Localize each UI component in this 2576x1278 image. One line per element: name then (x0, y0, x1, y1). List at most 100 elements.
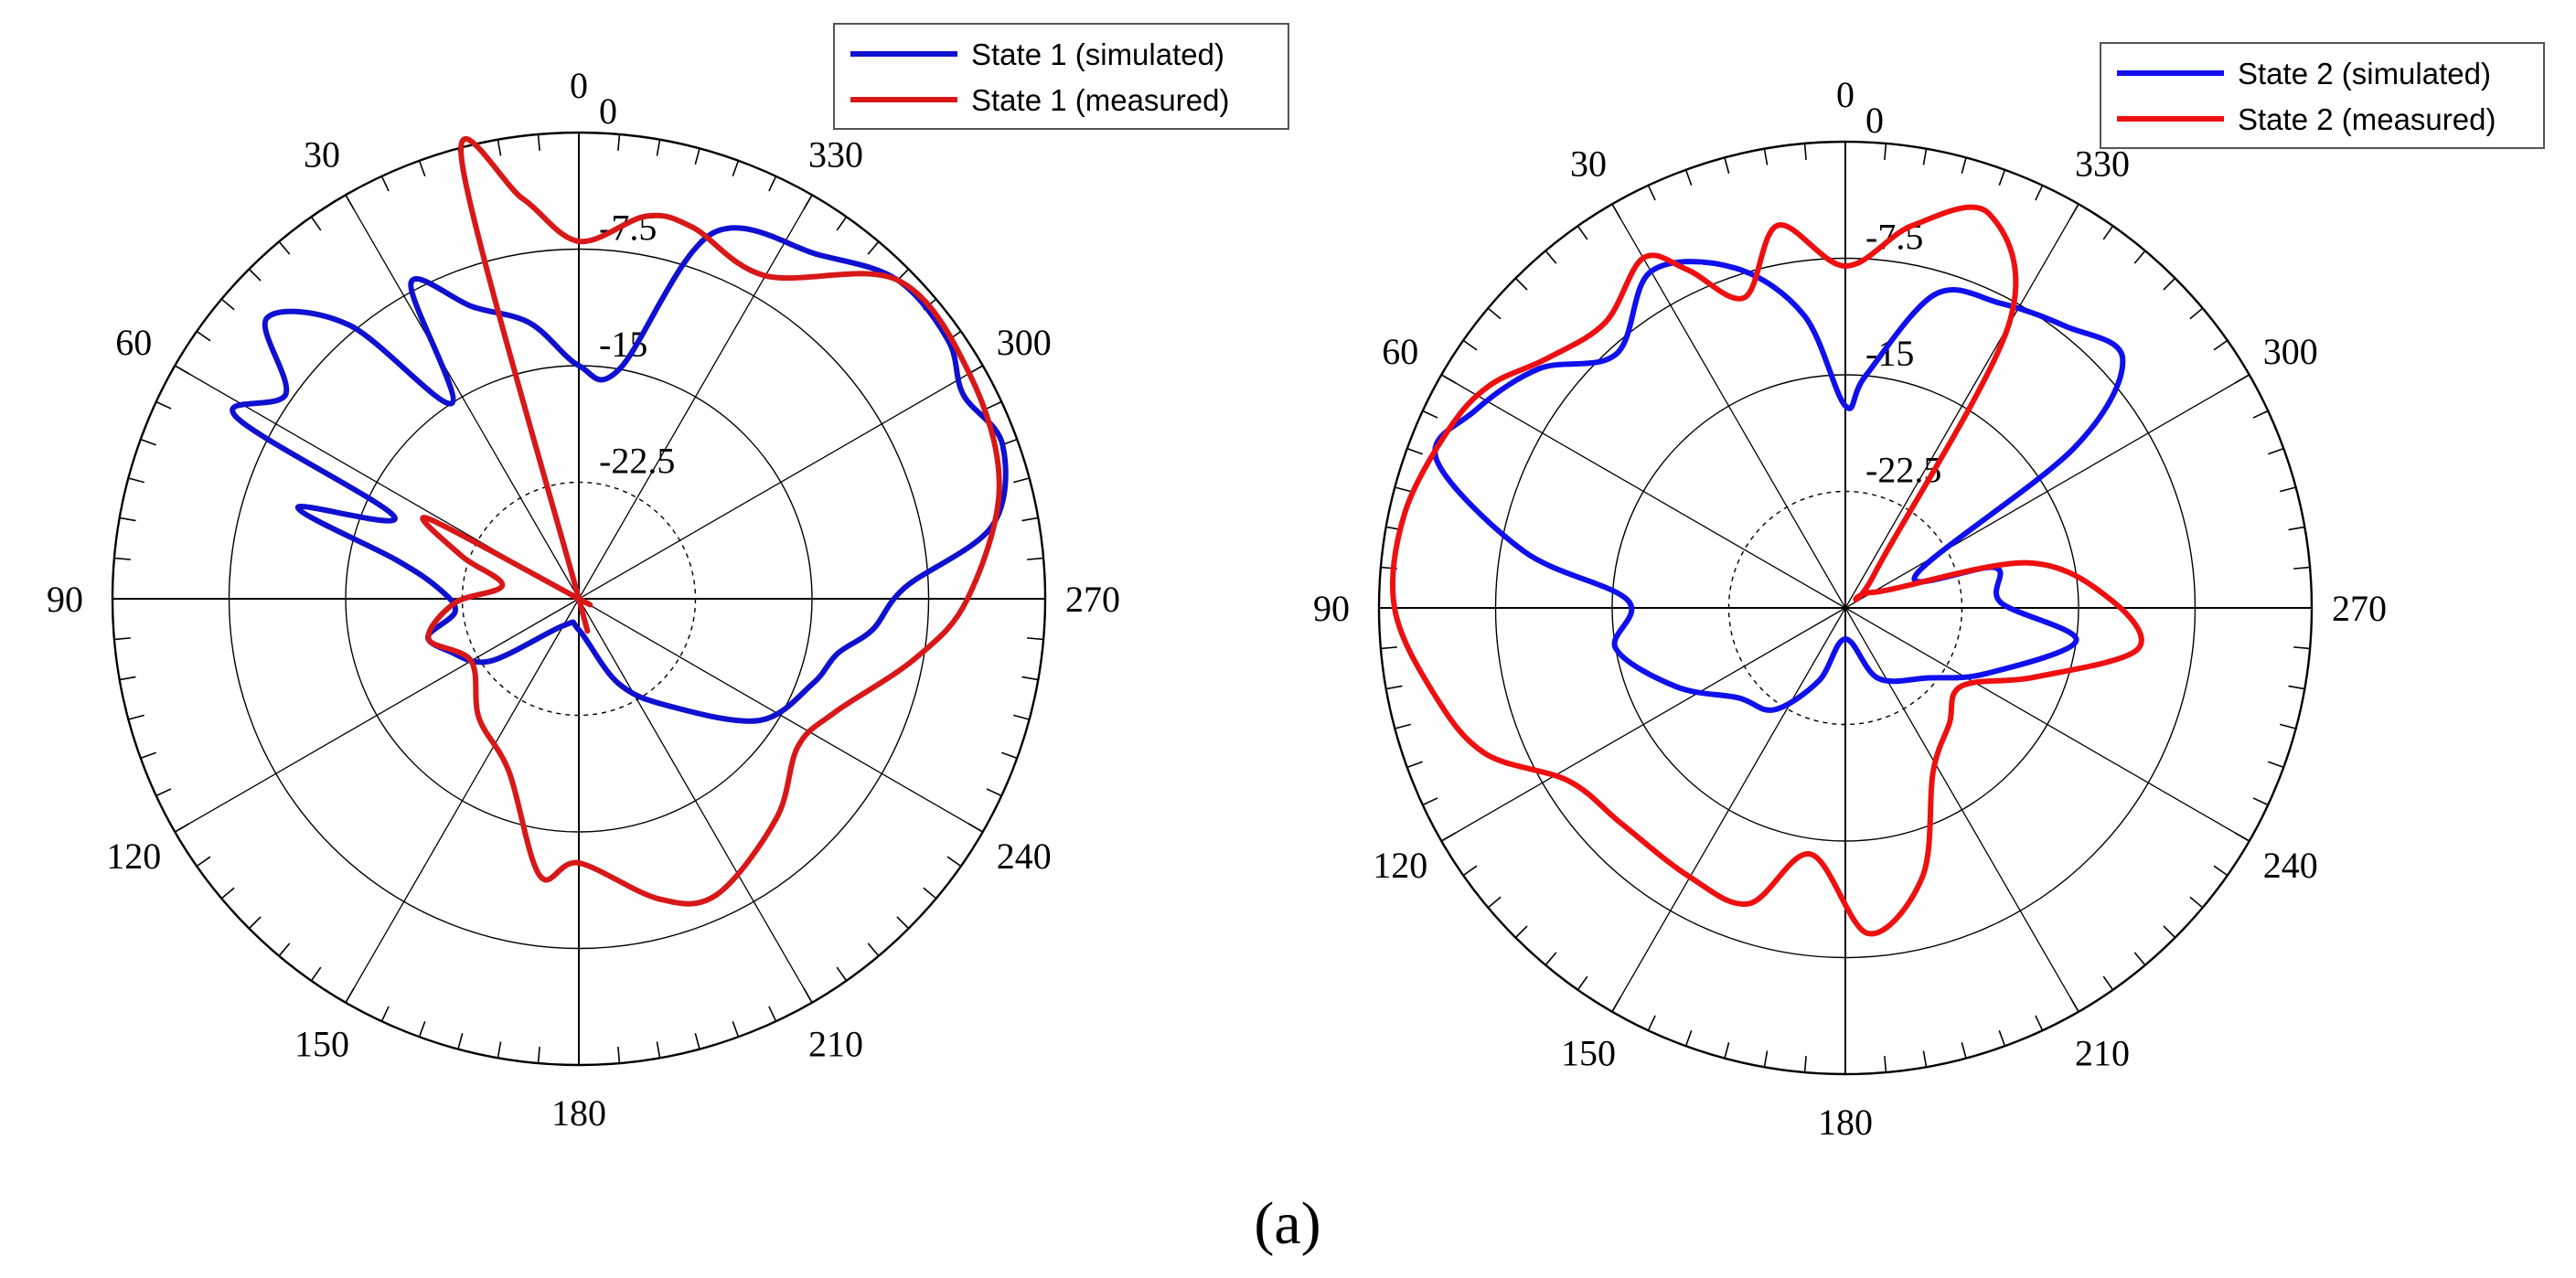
radial-label: -22.5 (599, 441, 675, 482)
angle-tick (497, 139, 502, 156)
angle-label: 150 (294, 1024, 349, 1065)
grid-spoke (578, 598, 983, 833)
angle-label: 240 (2263, 845, 2318, 886)
figure-caption: (a) (1254, 1190, 1320, 1257)
angle-tick (174, 823, 190, 833)
angle-tick (1577, 225, 1588, 240)
radial-label: -22.5 (1865, 450, 1941, 491)
angle-label: 330 (808, 133, 863, 175)
angle-tick (119, 676, 136, 681)
angle-label: 60 (115, 322, 152, 363)
angle-tick (1001, 751, 1018, 760)
angle-tick (248, 268, 262, 282)
angle-tick (2069, 203, 2079, 219)
grid-spoke (578, 598, 813, 1003)
angle-tick (155, 400, 172, 410)
angle-label: 240 (997, 836, 1052, 877)
angle-label: 300 (997, 322, 1052, 363)
angle-label: 120 (106, 836, 161, 877)
angle-tick (196, 856, 211, 868)
angle-tick (1684, 169, 1693, 186)
angle-tick (768, 1006, 777, 1022)
angle-tick (2234, 832, 2250, 842)
angle-tick (1961, 157, 1967, 174)
angle-tick (497, 1041, 502, 1059)
polar-chart-state-1: 03060901201501802102402703003300-7.5-15-… (47, 23, 1289, 1134)
angle-tick (1440, 374, 1457, 384)
angle-tick (380, 1006, 390, 1022)
angle-tick (1462, 339, 1478, 351)
angle-label: 120 (1373, 845, 1427, 886)
angle-tick (2069, 996, 2079, 1013)
angle-tick (2213, 339, 2229, 351)
angle-label: 180 (551, 1092, 606, 1134)
grid-spoke (175, 598, 580, 833)
grid-spoke (1611, 607, 1846, 1012)
series-line-2 (420, 135, 1002, 907)
angle-tick (867, 943, 880, 957)
grid-spoke (578, 365, 983, 600)
angle-tick (310, 966, 322, 982)
grid-spoke (345, 195, 580, 600)
angle-tick (2102, 975, 2114, 991)
angle-tick (380, 176, 390, 192)
series-line-1 (1432, 259, 2126, 713)
angle-tick (2035, 1015, 2044, 1031)
series-line-1 (230, 225, 1009, 724)
angle-tick (140, 438, 156, 446)
angle-tick (656, 1041, 661, 1059)
angle-tick (946, 856, 962, 868)
angle-tick (656, 139, 661, 156)
legend-label: State 1 (simulated) (971, 37, 1224, 71)
angle-tick (617, 133, 621, 151)
angle-tick (310, 216, 322, 231)
angle-label: 30 (1570, 143, 1607, 184)
polar-chart-state-2: 03060901201501802102402703003300-7.5-15-… (1313, 42, 2545, 1143)
angle-tick (2252, 797, 2269, 806)
angle-tick (1021, 676, 1039, 681)
angle-tick (1013, 477, 1030, 484)
angle-tick (248, 916, 262, 930)
angle-tick (1803, 143, 1807, 160)
angle-label: 30 (304, 133, 340, 175)
angle-tick (1422, 797, 1438, 806)
angle-tick (1440, 832, 1457, 842)
angle-tick (113, 557, 131, 560)
angle-tick (967, 823, 984, 833)
angle-tick (278, 240, 291, 255)
radial-label: -15 (599, 324, 647, 365)
angle-tick (174, 365, 190, 375)
angle-tick (2133, 952, 2146, 966)
angle-label: 330 (2075, 143, 2130, 184)
angle-label: 270 (1065, 579, 1120, 620)
angle-tick (1422, 410, 1438, 419)
angle-tick (1514, 925, 1528, 939)
angle-tick (1487, 896, 1502, 909)
angle-tick (113, 637, 131, 641)
grid-spoke (1844, 607, 2079, 1012)
angle-tick (768, 176, 777, 192)
angle-tick (345, 194, 355, 210)
angle-tick (1514, 277, 1528, 291)
angle-tick (119, 517, 136, 522)
angle-tick (1961, 1042, 1967, 1059)
angle-tick (220, 887, 235, 900)
angle-label: 210 (808, 1024, 863, 1065)
angle-tick (923, 887, 937, 900)
grid-spoke (1844, 204, 2079, 609)
angle-tick (1487, 307, 1502, 320)
angle-tick (1884, 143, 1887, 160)
grid-spoke (1844, 607, 2250, 842)
angle-tick (2133, 250, 2146, 264)
angle-tick (1763, 148, 1769, 165)
angle-tick (2035, 185, 2044, 201)
legend-label: State 1 (measured) (971, 83, 1229, 117)
angle-tick (2163, 277, 2176, 291)
angle-tick (1611, 203, 1621, 219)
angle-tick (2163, 925, 2176, 939)
angle-tick (836, 966, 848, 982)
angle-tick (1380, 646, 1397, 650)
angle-tick (220, 298, 235, 311)
legend-label: State 2 (simulated) (2238, 57, 2491, 91)
legend: State 2 (simulated) State 2 (measured) (2100, 42, 2545, 149)
